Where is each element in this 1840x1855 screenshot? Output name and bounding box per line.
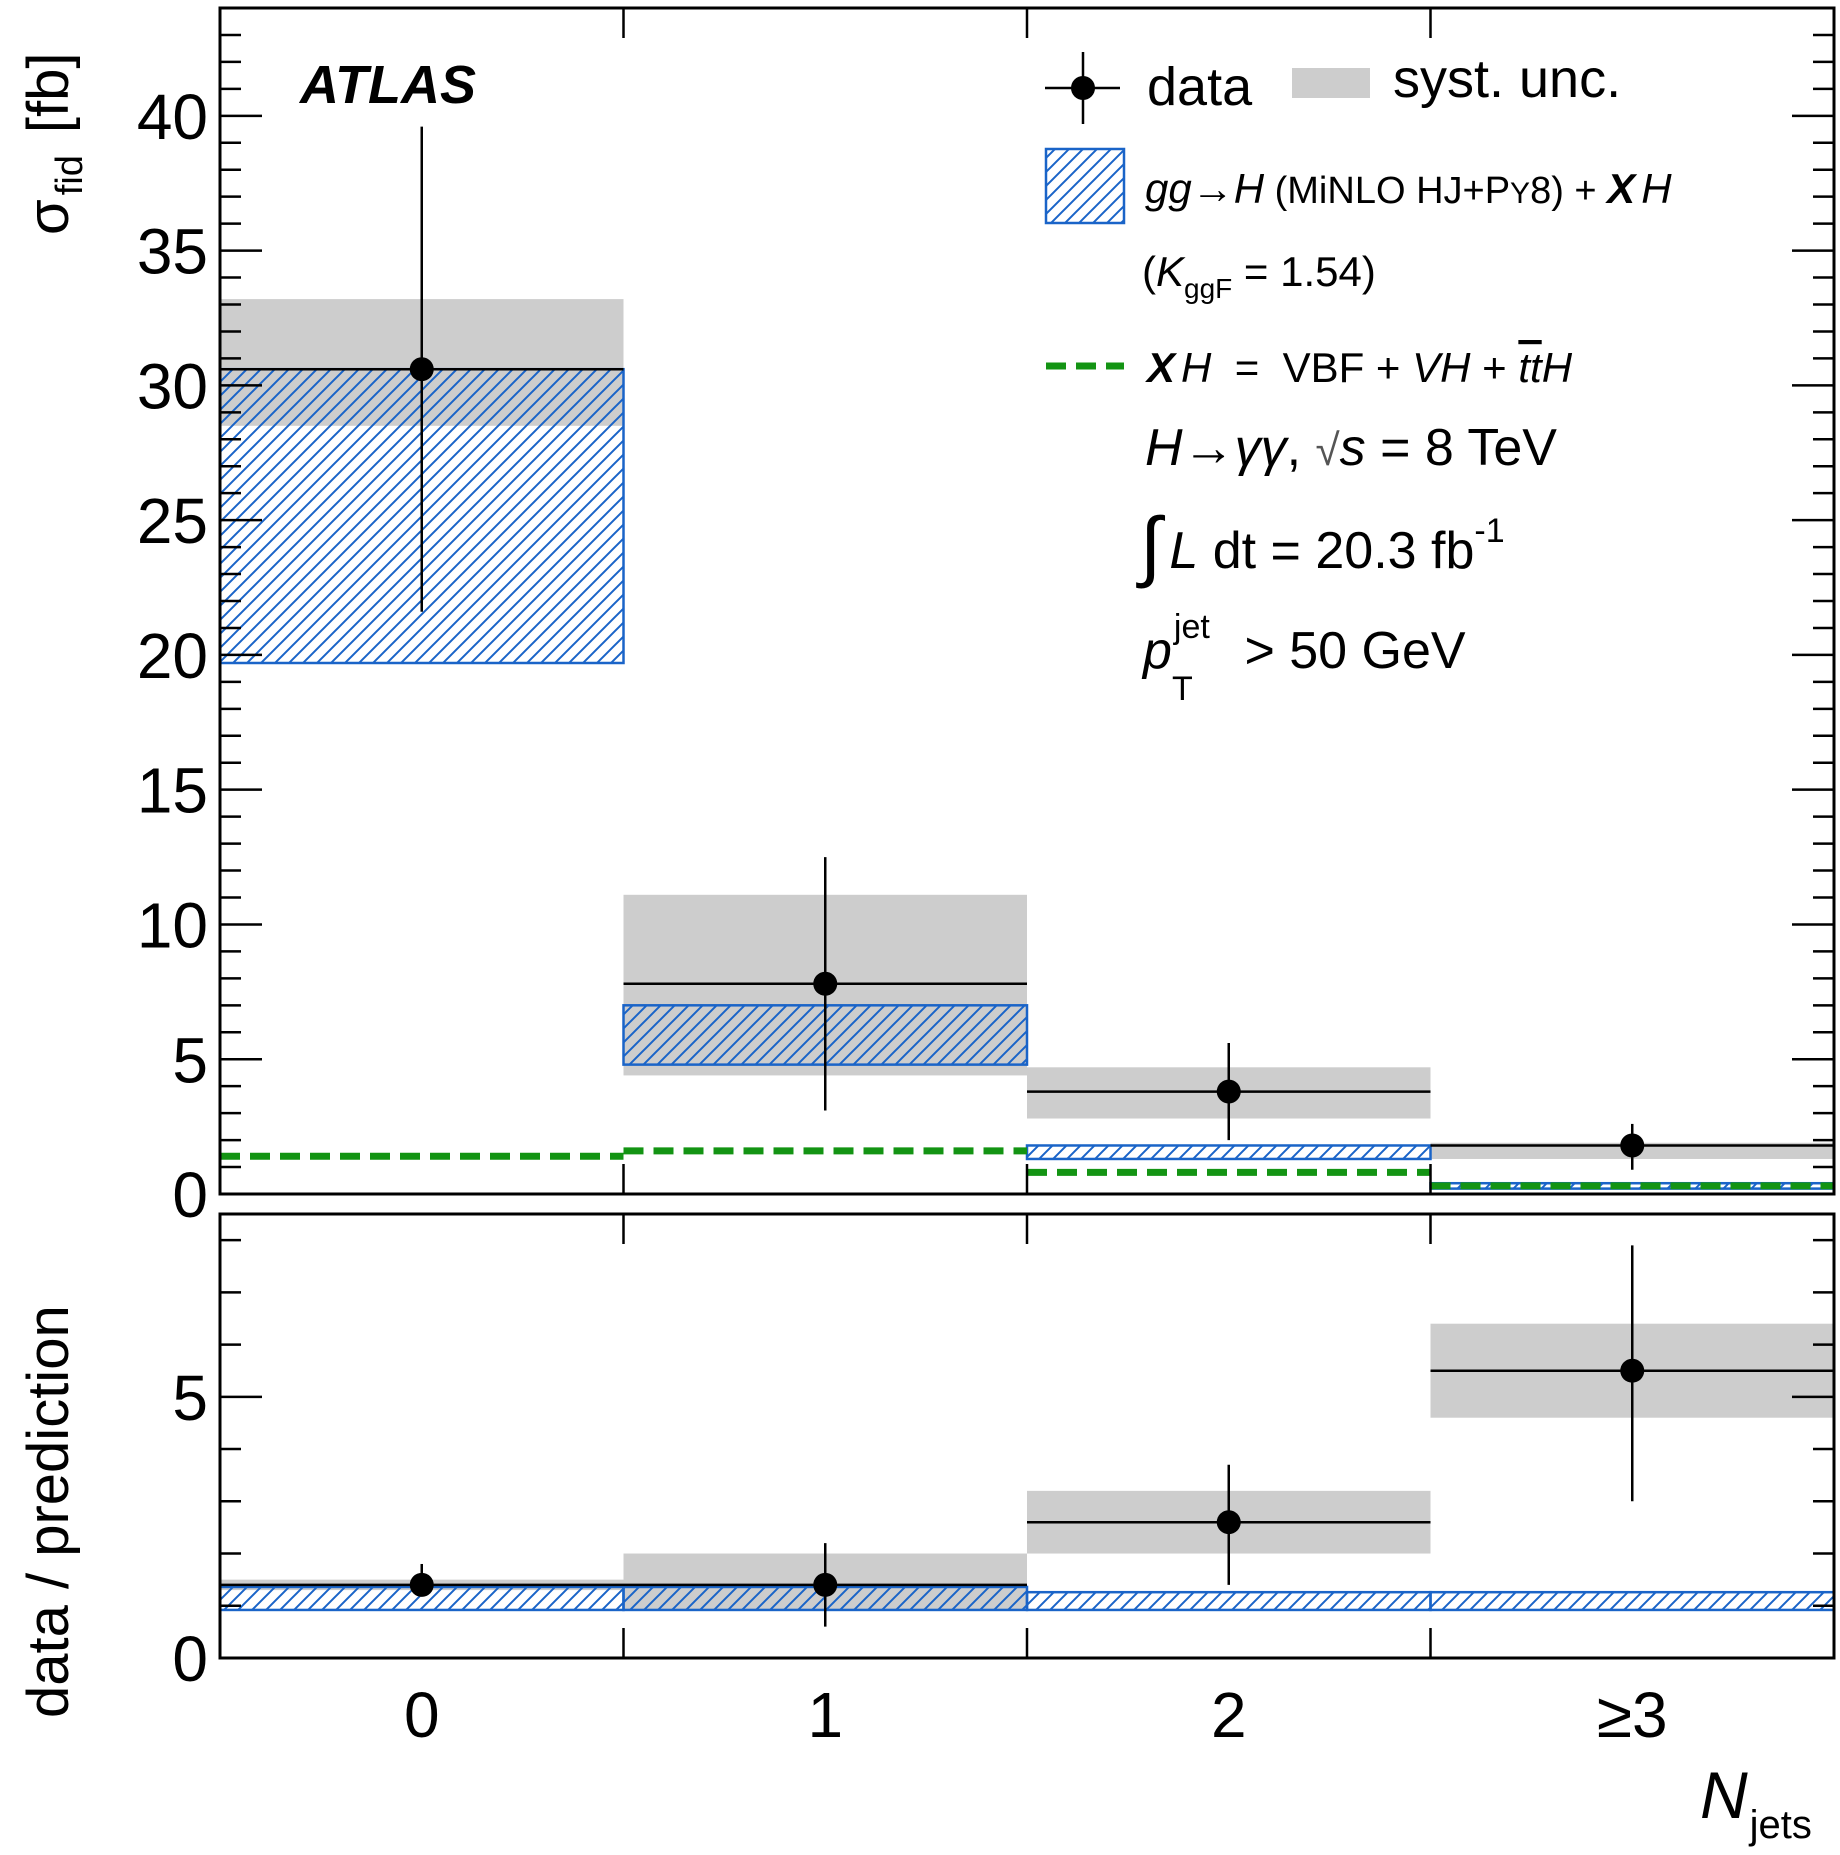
main-plot-frame bbox=[218, 6, 1836, 1196]
main-prediction-band-2 bbox=[1025, 1144, 1432, 1161]
y-axis-label-ratio: data / prediction bbox=[16, 1305, 81, 1718]
main-panel: 0 5 10 15 20 25 30 35 40 bbox=[137, 6, 1836, 1231]
ratio-data-point-2 bbox=[1216, 1510, 1241, 1535]
main-data-point-1 bbox=[813, 971, 838, 996]
main-data-point-2 bbox=[1216, 1079, 1241, 1104]
x-tick-labels: 0 1 2 ≥3 bbox=[404, 1679, 1668, 1751]
main-ytick-label: 20 bbox=[137, 620, 208, 692]
ratio-prediction-band-2 bbox=[1025, 1590, 1432, 1612]
x-axis-label: Njets bbox=[1700, 1758, 1812, 1847]
legend-label-kfactor: (KggF = 1.54) bbox=[1142, 248, 1376, 304]
main-ytick-label: 15 bbox=[137, 755, 208, 827]
ratio-prediction-band-3 bbox=[1429, 1590, 1834, 1612]
main-data-point-3 bbox=[1620, 1133, 1645, 1158]
x-axis-label-main: N bbox=[1700, 1758, 1748, 1832]
ratio-plot-frame bbox=[218, 1212, 1836, 1660]
main-ytick-label: 10 bbox=[137, 889, 208, 961]
y-axis-label-sigma: σ bbox=[16, 199, 81, 235]
legend-entry-syst: syst. unc. bbox=[1292, 49, 1621, 109]
legend-entry-data: data bbox=[1045, 52, 1253, 124]
y-axis-label-unit: [fb] bbox=[16, 52, 81, 133]
ratio-data-point-3 bbox=[1620, 1358, 1645, 1383]
main-ytick-label: 25 bbox=[137, 485, 208, 557]
ratio-ytick-label: 5 bbox=[172, 1362, 208, 1434]
ratio-panel: 05 bbox=[172, 1212, 1836, 1695]
ratio-ytick-label: 0 bbox=[172, 1623, 208, 1695]
annotation-jet-cut: pjet T > 50 GeV bbox=[1141, 608, 1466, 708]
legend-label-syst: syst. unc. bbox=[1393, 49, 1621, 109]
main-ytick-label: 0 bbox=[172, 1159, 208, 1231]
y-axis-label-main: σ fid [fb] bbox=[16, 52, 91, 235]
x-tick-label-1: 1 bbox=[807, 1679, 843, 1751]
ratio-data-point-1 bbox=[813, 1572, 838, 1597]
main-ytick-label: 40 bbox=[137, 81, 208, 153]
x-tick-label-3: ≥3 bbox=[1597, 1679, 1668, 1751]
legend-label-data: data bbox=[1147, 57, 1253, 117]
ratio-data-point-0 bbox=[409, 1572, 434, 1597]
x-tick-label-2: 2 bbox=[1211, 1679, 1247, 1751]
main-ytick-label: 5 bbox=[172, 1024, 208, 1096]
main-data-point-0 bbox=[409, 357, 434, 382]
x-axis-label-sub: jets bbox=[1749, 1803, 1812, 1847]
main-ytick-label: 35 bbox=[137, 216, 208, 288]
atlas-label: ATLAS bbox=[298, 55, 476, 115]
x-tick-label-0: 0 bbox=[404, 1679, 440, 1751]
y-axis-label-sub: fid bbox=[49, 155, 91, 195]
annotation-process: H→γγ, √s = 8 TeV bbox=[1145, 419, 1557, 477]
annotation-lumi: ∫ L dt = 20.3 fb-1 bbox=[1136, 501, 1505, 589]
main-ytick-label: 30 bbox=[137, 350, 208, 422]
